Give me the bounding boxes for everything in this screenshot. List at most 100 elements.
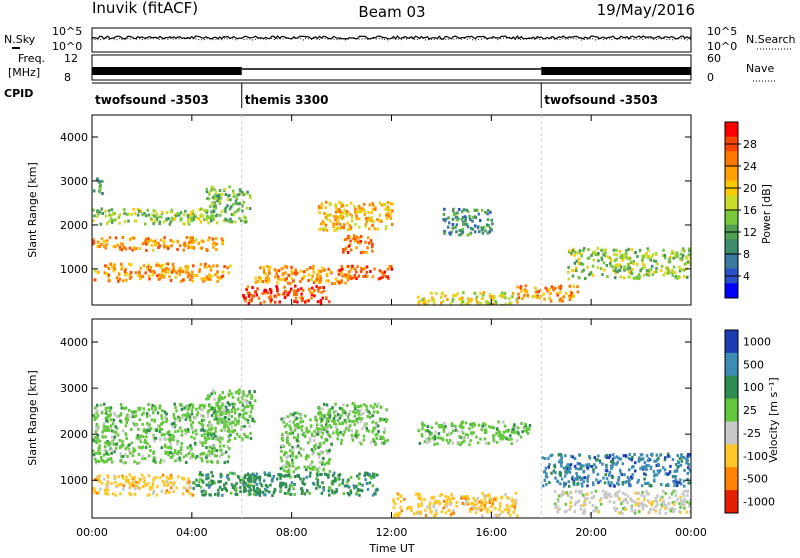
- power-echo: [155, 263, 158, 267]
- velocity-echo: [376, 488, 379, 492]
- velocity-echo: [372, 428, 375, 432]
- velocity-echo: [195, 432, 198, 436]
- velocity-echo: [686, 472, 689, 475]
- velocity-echo: [113, 450, 116, 454]
- power-echo: [340, 271, 343, 275]
- power-echo: [474, 297, 478, 301]
- velocity-echo: [240, 425, 244, 429]
- power-echo: [224, 193, 228, 196]
- power-echo: [353, 205, 356, 209]
- velocity-echo: [417, 429, 420, 433]
- velocity-echo: [675, 480, 678, 484]
- power-echo: [520, 289, 523, 293]
- power-echo: [558, 290, 562, 294]
- velocity-echo: [623, 492, 627, 496]
- power-echo: [129, 275, 133, 279]
- power-echo: [357, 240, 360, 244]
- velocity-echo: [188, 406, 191, 410]
- velocity-echo: [341, 433, 345, 437]
- velocity-echo: [219, 472, 223, 476]
- power-echo: [230, 205, 233, 209]
- power-echo: [347, 244, 351, 248]
- power-echo: [685, 255, 688, 259]
- velocity-echo: [325, 423, 328, 427]
- velocity-echo: [509, 513, 512, 517]
- velocity-echo: [321, 431, 325, 435]
- velocity-echo: [586, 492, 589, 496]
- power-echo: [482, 291, 486, 295]
- velocity-echo: [205, 477, 208, 481]
- power-echo: [354, 222, 357, 226]
- velocity-echo: [452, 509, 455, 513]
- power-echo: [484, 229, 487, 233]
- power-echo: [208, 273, 211, 277]
- velocity-echo: [583, 501, 586, 505]
- power-echo: [308, 287, 311, 291]
- velocity-echo: [514, 427, 517, 430]
- velocity-echo: [430, 510, 433, 513]
- velocity-echo: [233, 484, 237, 488]
- velocity-echo: [312, 450, 315, 454]
- velocity-echo: [646, 463, 649, 467]
- velocity-echo: [192, 454, 195, 458]
- velocity-echo: [656, 503, 659, 507]
- power-echo: [212, 214, 215, 218]
- power-echo: [342, 250, 345, 254]
- velocity-echo: [106, 425, 110, 429]
- velocity-echo: [279, 473, 282, 477]
- velocity-echo: [498, 513, 502, 516]
- velocity-echo: [151, 485, 154, 489]
- power-echo: [385, 213, 388, 217]
- velocity-echo: [582, 476, 585, 480]
- power-echo: [572, 294, 575, 297]
- power-echo: [234, 201, 238, 205]
- power-echo: [275, 272, 278, 276]
- velocity-echo: [335, 490, 338, 493]
- velocity-echo: [134, 424, 137, 428]
- velocity-echo: [172, 438, 175, 442]
- power-echo: [232, 203, 235, 207]
- power-echo: [202, 279, 205, 283]
- velocity-echo: [247, 479, 250, 483]
- velocity-echo: [304, 414, 307, 418]
- power-echo: [147, 213, 150, 217]
- power-echo: [315, 278, 318, 282]
- velocity-echo: [670, 492, 674, 496]
- velocity-echo: [360, 413, 363, 416]
- velocity-echo: [643, 503, 646, 507]
- velocity-echo: [135, 484, 138, 488]
- velocity-echo: [423, 497, 426, 501]
- velocity-echo: [206, 453, 209, 457]
- power-echo: [588, 273, 591, 277]
- power-echo: [141, 275, 145, 279]
- power-echo: [544, 286, 547, 290]
- power-echo: [204, 277, 207, 281]
- velocity-echo: [597, 481, 600, 485]
- velocity-echo: [563, 510, 567, 514]
- power-echo: [374, 207, 377, 211]
- velocity-echo: [365, 404, 368, 408]
- velocity-echo: [285, 455, 288, 459]
- velocity-echo: [247, 485, 251, 489]
- velocity-echo: [577, 499, 581, 503]
- velocity-echo: [316, 473, 319, 477]
- power-echo: [261, 292, 264, 295]
- power-echo: [162, 220, 166, 224]
- velocity-echo: [112, 418, 116, 422]
- power-echo: [288, 290, 292, 294]
- power-echo: [557, 285, 561, 289]
- velocity-echo: [336, 477, 340, 481]
- power-echo: [672, 256, 675, 260]
- power-echo: [465, 208, 468, 212]
- velocity-echo: [135, 480, 138, 484]
- velocity-echo: [215, 454, 218, 458]
- velocity-echo: [459, 443, 462, 447]
- velocity-echo: [361, 483, 364, 487]
- velocity-echo: [328, 457, 332, 461]
- power-echo: [454, 294, 458, 297]
- velocity-echo: [286, 415, 289, 419]
- power-echo: [615, 248, 618, 252]
- velocity-echo: [315, 486, 318, 490]
- velocity-echo: [246, 394, 249, 398]
- power-echo: [187, 246, 190, 250]
